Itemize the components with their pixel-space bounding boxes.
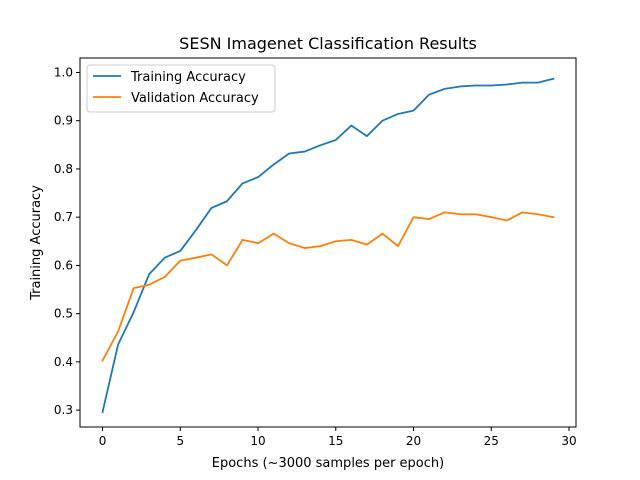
axes-frame	[79, 57, 577, 428]
chart-title: SESN Imagenet Classification Results	[179, 34, 477, 53]
x-tick-label: 30	[561, 434, 576, 448]
y-tick-label: 0.7	[54, 210, 73, 224]
x-axis-label: Epochs (~3000 samples per epoch)	[212, 456, 444, 471]
series-line-training	[101, 77, 555, 414]
y-tick-label: 0.9	[54, 114, 73, 128]
legend: Training Accuracy Validation Accuracy	[86, 64, 276, 113]
x-tick-label: 25	[484, 434, 499, 448]
x-tick-label: 20	[406, 434, 421, 448]
x-tick-label: 15	[328, 434, 343, 448]
plot-area	[101, 77, 555, 414]
y-axis-label: Training Accuracy	[29, 185, 44, 301]
y-tick-label: 0.3	[54, 403, 73, 417]
series-line-validation	[101, 211, 555, 362]
y-tick-label: 0.4	[54, 355, 73, 369]
y-tick-label: 0.5	[54, 307, 73, 321]
legend-box	[86, 64, 276, 113]
x-axis-ticks: 0 5 10 15 20 25 30	[99, 427, 577, 448]
x-tick-label: 5	[176, 434, 184, 448]
legend-label-validation: Validation Accuracy	[131, 91, 259, 106]
y-axis-ticks: 0.3 0.4 0.5 0.6 0.7 0.8 0.9 1.0	[54, 65, 80, 417]
legend-label-training: Training Accuracy	[130, 70, 246, 85]
y-tick-label: 0.6	[54, 258, 73, 272]
y-tick-label: 0.8	[54, 162, 73, 176]
y-tick-label: 1.0	[54, 65, 73, 79]
x-tick-label: 0	[99, 434, 107, 448]
x-tick-label: 10	[250, 434, 265, 448]
